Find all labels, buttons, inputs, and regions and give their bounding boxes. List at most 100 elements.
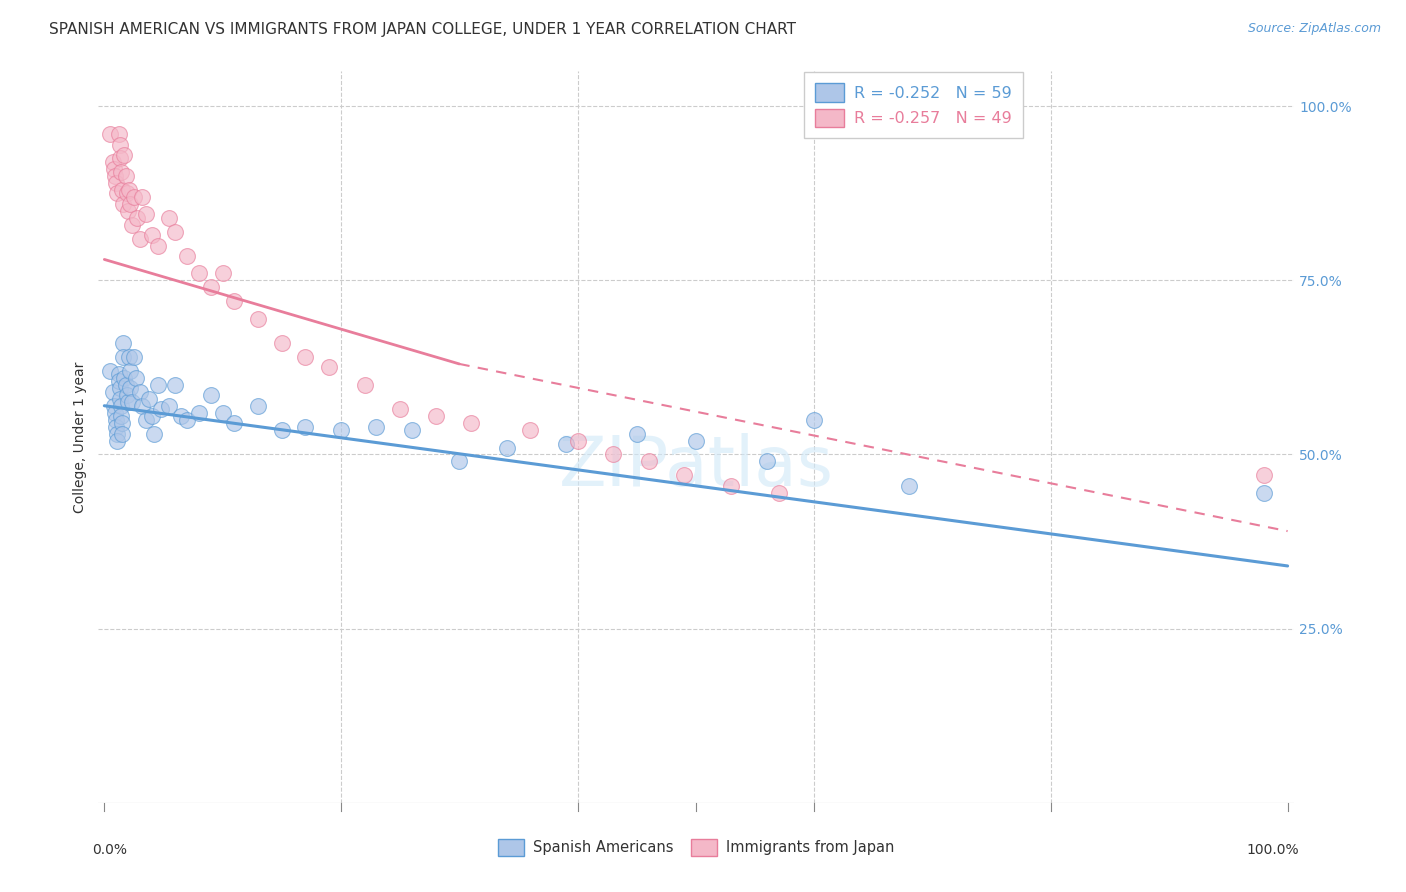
Point (112, 350, 135, 364)
Point (247, 399, 270, 413)
Point (200, 388, 222, 402)
Point (108, 392, 131, 406)
Point (105, 419, 128, 434)
Point (188, 406, 211, 420)
Point (98, 364, 121, 378)
Point (122, 350, 145, 364)
Point (103, 161, 125, 176)
Point (135, 412, 157, 426)
Point (105, 176, 128, 190)
Point (318, 360, 340, 375)
Point (131, 399, 153, 413)
Point (120, 364, 142, 378)
Point (131, 190, 153, 204)
Text: 100.0%: 100.0% (1247, 843, 1299, 857)
Point (146, 238, 169, 252)
Point (103, 399, 125, 413)
Point (755, 454, 778, 468)
Point (114, 148, 136, 162)
Point (107, 368, 129, 382)
Point (270, 336, 292, 351)
Point (495, 441, 517, 455)
Text: SPANISH AMERICAN VS IMMIGRANTS FROM JAPAN COLLEGE, UNDER 1 YEAR CORRELATION CHAR: SPANISH AMERICAN VS IMMIGRANTS FROM JAPA… (49, 22, 796, 37)
Point (110, 165, 132, 179)
Point (143, 426, 166, 441)
Point (1253, 485, 1275, 500)
Point (135, 207, 157, 221)
Point (105, 426, 128, 441)
Point (270, 423, 292, 437)
Point (138, 392, 160, 406)
Text: ZIPatlas: ZIPatlas (558, 433, 834, 500)
Point (567, 434, 589, 448)
Point (122, 190, 145, 204)
Point (117, 395, 139, 409)
Point (519, 423, 541, 437)
Point (637, 454, 659, 468)
Point (554, 437, 576, 451)
Point (157, 211, 180, 225)
Point (150, 402, 173, 417)
Point (115, 388, 138, 402)
Point (105, 434, 128, 448)
Point (425, 409, 447, 424)
Point (353, 377, 375, 392)
Point (110, 399, 132, 413)
Point (114, 371, 136, 385)
Point (673, 468, 696, 483)
Point (107, 127, 129, 141)
Point (602, 448, 624, 462)
Point (118, 350, 141, 364)
Point (121, 395, 143, 409)
Point (211, 406, 233, 420)
Point (247, 311, 270, 326)
Point (101, 155, 124, 169)
Point (120, 381, 142, 395)
Point (165, 225, 187, 239)
Point (120, 196, 142, 211)
Point (112, 336, 135, 351)
Point (104, 169, 127, 183)
Point (117, 203, 139, 218)
Point (105, 412, 128, 426)
Point (110, 409, 132, 424)
Point (449, 454, 471, 468)
Point (294, 419, 316, 434)
Point (224, 416, 246, 430)
Point (366, 419, 388, 434)
Point (118, 183, 141, 197)
Point (224, 294, 246, 309)
Point (460, 416, 482, 430)
Point (897, 479, 920, 493)
Point (165, 377, 187, 392)
Point (101, 384, 124, 399)
Point (125, 371, 148, 385)
Point (685, 434, 707, 448)
Point (146, 377, 169, 392)
Point (111, 426, 134, 441)
Point (104, 406, 127, 420)
Text: 0.0%: 0.0% (93, 843, 128, 857)
Point (170, 409, 193, 424)
Point (111, 416, 134, 430)
Point (108, 137, 131, 152)
Point (141, 228, 163, 243)
Point (401, 423, 423, 437)
Point (127, 211, 149, 225)
Point (141, 409, 163, 424)
Point (803, 412, 825, 426)
Point (330, 423, 353, 437)
Point (200, 280, 222, 294)
Point (176, 249, 198, 263)
Point (626, 426, 648, 441)
Point (768, 485, 790, 500)
Point (211, 266, 233, 280)
Y-axis label: College, Under 1 year: College, Under 1 year (73, 361, 87, 513)
Point (128, 231, 150, 245)
Point (107, 375, 129, 389)
Point (121, 218, 143, 232)
Point (111, 183, 134, 197)
Point (114, 169, 136, 183)
Point (115, 186, 138, 201)
Point (176, 412, 198, 426)
